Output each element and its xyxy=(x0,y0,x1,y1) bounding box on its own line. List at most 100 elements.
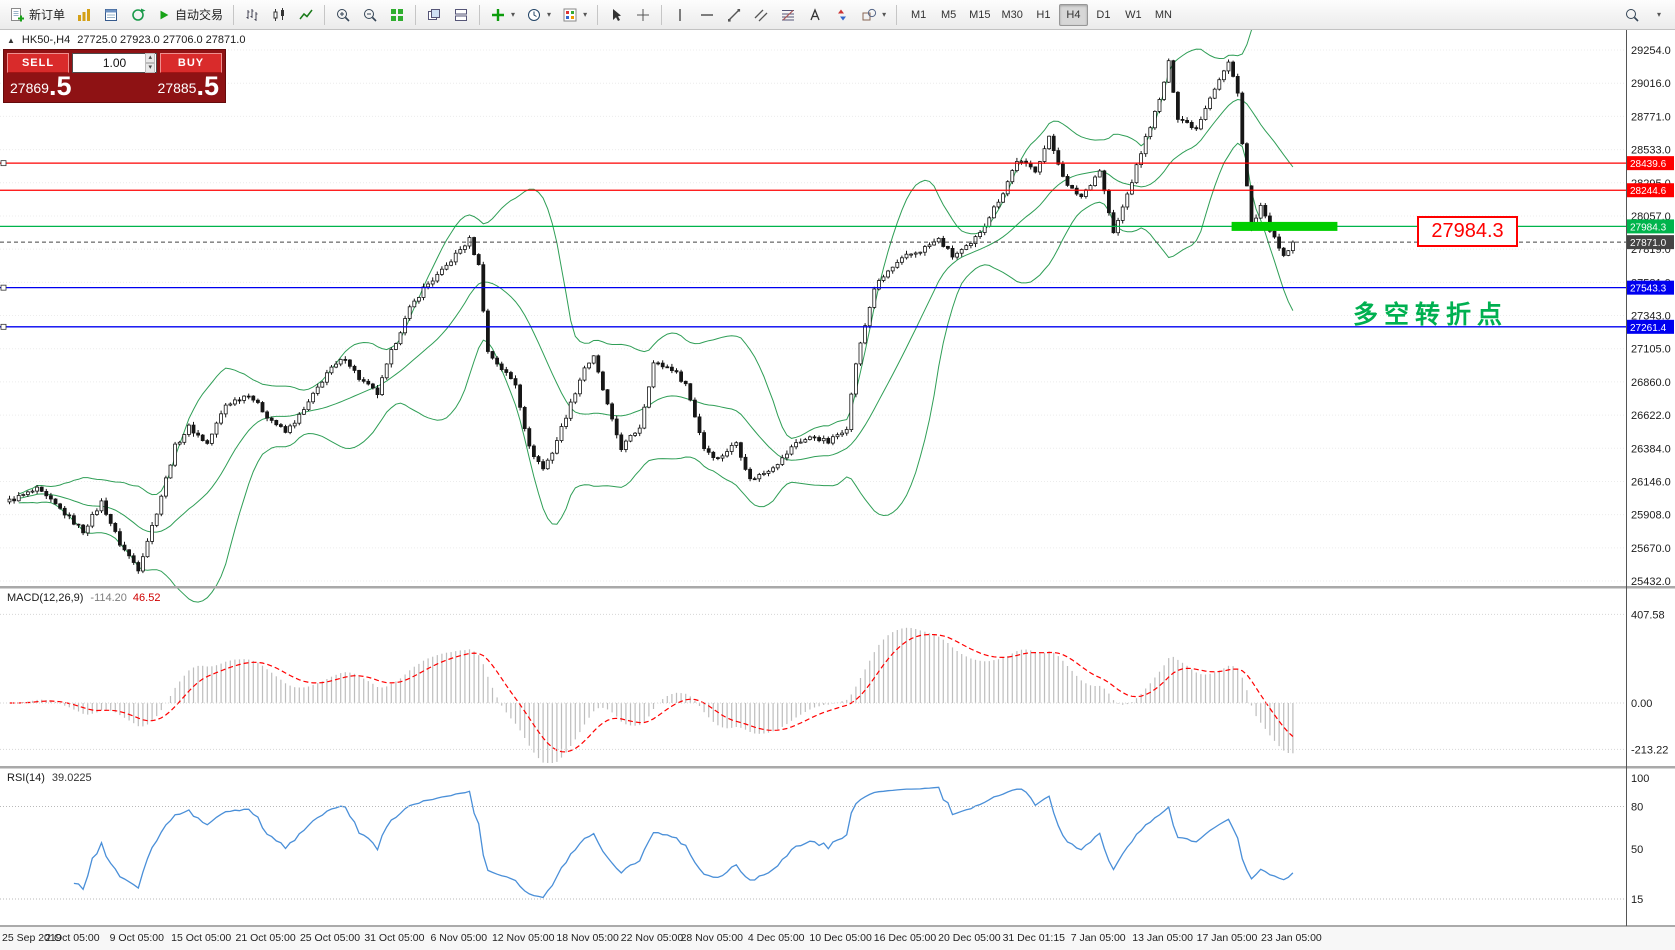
timeframe-h1-button[interactable]: H1 xyxy=(1036,8,1051,21)
periods-button[interactable]: ▾ xyxy=(521,3,556,27)
search-button[interactable] xyxy=(1619,3,1645,27)
toolbar-separator xyxy=(661,4,663,25)
crosshair-button[interactable] xyxy=(630,3,656,27)
timeframe-h4-button[interactable]: H4 xyxy=(1058,3,1088,26)
time-axis-label: 28 Nov 05:00 xyxy=(681,932,744,944)
navigator-button[interactable] xyxy=(125,3,151,27)
price-tag xyxy=(1627,156,1674,171)
buy-price-main: 27885 xyxy=(157,80,197,96)
templates-button[interactable]: ▾ xyxy=(557,3,592,27)
bar-chart-button[interactable] xyxy=(239,3,265,27)
price-annotation-box[interactable]: 27984.3 xyxy=(1417,216,1518,247)
price-axis-label: 25670.0 xyxy=(1631,543,1671,555)
auto-trading-play-icon xyxy=(160,10,169,19)
symbol-name: HK50-,H4 xyxy=(21,34,71,46)
macd-axis-label: -213.22 xyxy=(1631,744,1668,756)
price-tag xyxy=(1627,235,1674,250)
time-axis-label: 25 Sep 2019 xyxy=(2,932,62,944)
symbol-ohlc-label: ▲ HK50-,H4 27725.0 27923.0 27706.0 27871… xyxy=(7,34,245,46)
cascade-windows-button[interactable] xyxy=(421,3,447,27)
new-order-button[interactable]: 新订单 xyxy=(4,3,70,27)
time-axis-label: 25 Oct 05:00 xyxy=(300,932,360,944)
vertical-line-icon xyxy=(679,8,681,21)
time-axis-label: 7 Jan 05:00 xyxy=(1071,932,1126,944)
rsi-axis-label: 15 xyxy=(1631,894,1643,906)
buy-price: 27885 .5 xyxy=(157,71,219,101)
sell-price: 27869 .5 xyxy=(10,71,72,101)
macd-label: MACD(12,26,9) -114.20 46.52 xyxy=(7,592,160,604)
toolbar-separator xyxy=(896,4,898,25)
bollinger-middle-band xyxy=(18,98,1294,533)
toolbar-more-button[interactable]: ▾ xyxy=(1646,3,1671,27)
price-tag-label: 27261.4 xyxy=(1630,323,1667,334)
timeframe-mn-button[interactable]: MN xyxy=(1154,8,1172,21)
turning-point-highlight xyxy=(1231,221,1338,231)
buy-button[interactable]: BUY xyxy=(160,53,222,73)
time-axis-label: 21 Oct 05:00 xyxy=(236,932,296,944)
level-line-handle xyxy=(0,284,7,291)
shapes-tool-button[interactable]: ▾ xyxy=(856,3,891,27)
turning-point-note[interactable]: 多空转折点 xyxy=(1353,302,1509,329)
more-caret-icon: ▾ xyxy=(1656,9,1661,19)
price-gridlines: 29254.029016.028771.028533.028295.028057… xyxy=(0,45,1671,588)
rsi-label: RSI(14) 39.0225 xyxy=(7,772,92,784)
indicators-button[interactable]: ▾ xyxy=(485,3,520,27)
data-window-button[interactable] xyxy=(98,3,124,27)
auto-trading-label: 自动交易 xyxy=(175,8,224,22)
indicators-caret-icon: ▾ xyxy=(511,9,516,19)
arrows-tool-button[interactable] xyxy=(829,3,855,27)
volume-value: 1.00 xyxy=(102,56,127,70)
timeframe-w1-button[interactable]: W1 xyxy=(1125,8,1142,21)
sell-price-big: .5 xyxy=(48,71,72,101)
toolbar-separator xyxy=(479,4,481,25)
time-axis-label: 17 Jan 05:00 xyxy=(1197,932,1258,944)
auto-trading-button[interactable]: 自动交易 xyxy=(152,3,228,27)
volume-decrease-button[interactable]: ▾ xyxy=(145,63,155,73)
templates-icon xyxy=(563,8,577,21)
level-line-handle xyxy=(0,160,7,167)
horizontal-line-tool-button[interactable] xyxy=(694,3,720,27)
macd-axis-label: 0.00 xyxy=(1631,698,1652,710)
tile-horizontal-button[interactable] xyxy=(448,3,474,27)
indicators-plus-icon xyxy=(492,8,505,21)
new-order-icon xyxy=(11,7,24,21)
buy-price-big: .5 xyxy=(196,71,219,101)
cursor-button[interactable] xyxy=(603,3,629,27)
tile-windows-button[interactable] xyxy=(384,3,410,27)
line-chart-icon xyxy=(299,9,313,19)
price-axis-label: 26146.0 xyxy=(1631,476,1671,488)
candlestick-chart-button[interactable] xyxy=(266,3,292,27)
volume-increase-button[interactable]: ▴ xyxy=(145,53,155,63)
volume-stepper[interactable]: 1.00 ▴ ▾ xyxy=(72,53,157,73)
rsi-axis-label: 80 xyxy=(1631,801,1643,813)
navigator-refresh-icon xyxy=(132,8,146,21)
macd-name: MACD(12,26,9) xyxy=(7,592,84,604)
horizontal-level-lines xyxy=(0,160,1626,330)
timeframe-d1-button[interactable]: D1 xyxy=(1096,8,1111,21)
timeframe-m5-button[interactable]: M5 xyxy=(940,8,957,21)
timeframe-m30-button[interactable]: M30 xyxy=(1001,8,1023,21)
channel-tool-button[interactable] xyxy=(748,3,774,27)
line-chart-button[interactable] xyxy=(293,3,319,27)
market-watch-icon xyxy=(78,8,91,21)
arrows-icon xyxy=(838,9,847,20)
sell-button[interactable]: SELL xyxy=(7,53,69,73)
one-click-collapse-icon[interactable]: ▲ xyxy=(7,35,15,45)
text-a-icon xyxy=(810,7,820,20)
trendline-tool-button[interactable] xyxy=(721,3,747,27)
timeframe-m15-button[interactable]: M15 xyxy=(969,8,991,21)
vertical-line-tool-button[interactable] xyxy=(667,3,693,27)
price-tag xyxy=(1627,280,1674,295)
timeframe-m1-button[interactable]: M1 xyxy=(910,8,927,21)
zoom-out-button[interactable] xyxy=(357,3,383,27)
price-axis-label: 26860.0 xyxy=(1631,377,1671,389)
time-axis-label: 9 Oct 05:00 xyxy=(110,932,164,944)
fibonacci-tool-button[interactable] xyxy=(775,3,801,27)
market-watch-button[interactable] xyxy=(71,3,97,27)
zoom-in-button[interactable] xyxy=(330,3,356,27)
zoom-in-icon xyxy=(337,8,350,22)
time-axis-label: 15 Oct 05:00 xyxy=(171,932,231,944)
text-tool-button[interactable] xyxy=(802,3,828,27)
